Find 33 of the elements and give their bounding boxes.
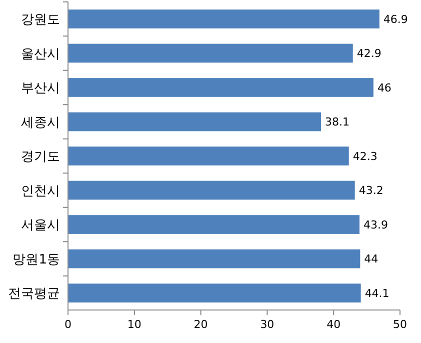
y-tick-label: 서울시	[21, 218, 60, 234]
data-label: 44	[364, 252, 378, 266]
y-tick-label: 경기도	[21, 150, 60, 165]
data-label: 43.9	[363, 218, 388, 232]
x-tick-label: 30	[260, 318, 274, 331]
data-label: 46	[377, 81, 392, 94]
y-tick-label: 망원1동	[12, 252, 60, 268]
bar	[68, 44, 353, 63]
y-tick-label: 인천시	[21, 184, 60, 199]
data-label: 44.1	[364, 286, 390, 300]
x-tick-label: 50	[393, 318, 407, 331]
bar	[68, 249, 360, 268]
x-tick-label: 20	[194, 318, 208, 331]
y-tick-label: 강원도	[21, 12, 60, 28]
data-label: 38.1	[324, 116, 350, 129]
data-label: 42.3	[352, 150, 378, 163]
data-label: 46.9	[383, 12, 408, 26]
bar	[68, 284, 361, 302]
y-tick-label: 전국평균	[8, 286, 60, 302]
data-label: 43.2	[358, 184, 384, 198]
y-tick-label: 울산시	[21, 46, 60, 62]
x-tick-label: 0	[64, 318, 72, 331]
data-label: 42.9	[356, 47, 382, 60]
bar	[68, 215, 360, 234]
y-tick-label: 세종시	[21, 115, 60, 130]
y-tick-label: 부산시	[21, 81, 60, 96]
bar	[68, 10, 380, 28]
bar	[68, 146, 349, 166]
bar	[68, 112, 321, 132]
x-tick-label: 40	[326, 318, 341, 331]
x-tick-label: 10	[127, 318, 142, 331]
bar	[68, 78, 374, 97]
bar	[68, 180, 355, 200]
